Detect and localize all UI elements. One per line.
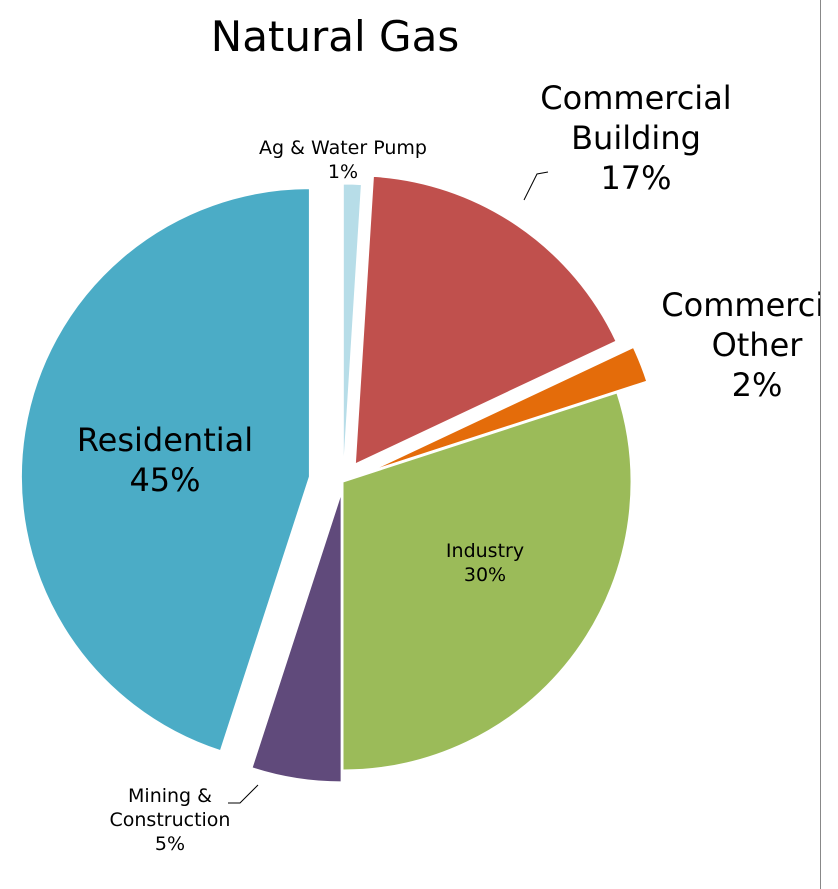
value-label: 17% <box>600 159 672 197</box>
pie-slice <box>372 346 648 471</box>
category-label: Mining & Construction <box>109 785 231 831</box>
plot-area: Natural Gas Ag & Water Pump 1% Commercial … <box>20 12 820 856</box>
leader-line <box>228 784 259 804</box>
pie-slice <box>20 188 310 752</box>
category-label: Commercial Other <box>661 286 820 364</box>
value-label: 30% <box>463 563 507 586</box>
category-label: Residential <box>76 421 254 459</box>
pie-svg <box>20 171 648 804</box>
value-label: 5% <box>154 832 186 855</box>
category-label: Industry <box>445 540 525 562</box>
category-label: Commercial Building <box>540 79 732 157</box>
pie-slice <box>354 175 617 465</box>
leader-line <box>523 171 549 201</box>
slice-label: Industry 30% <box>410 540 560 588</box>
pie-slice <box>342 183 362 473</box>
value-label: 1% <box>327 160 359 183</box>
slice-label: Mining & Construction 5% <box>100 785 240 856</box>
pie-slice <box>342 392 632 771</box>
value-label: 45% <box>129 461 201 499</box>
chart-title: Natural Gas <box>210 12 460 61</box>
pie-slice <box>251 493 342 783</box>
slice-label: Ag & Water Pump 1% <box>213 137 473 185</box>
value-label: 2% <box>731 366 783 404</box>
border-line <box>820 0 821 889</box>
slice-label: Residential 45% <box>45 420 285 500</box>
slice-label: Commercial Building 17% <box>536 78 736 198</box>
category-label: Ag & Water Pump <box>259 137 427 159</box>
